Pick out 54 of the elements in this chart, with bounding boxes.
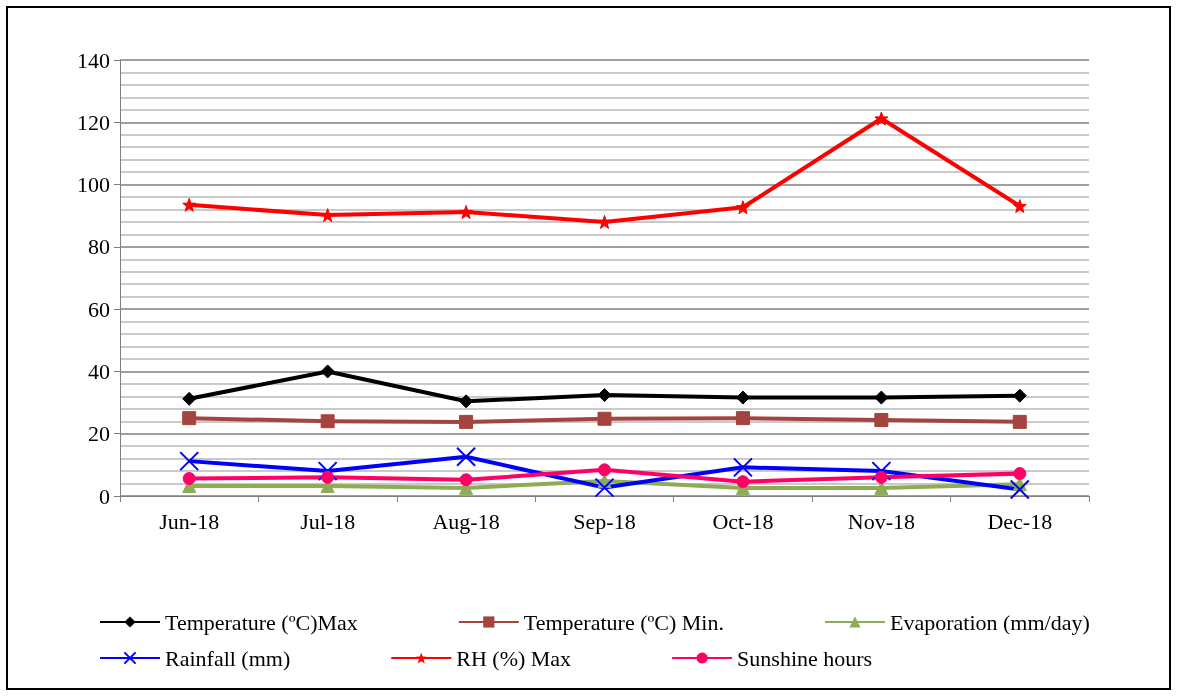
point	[321, 470, 335, 484]
point	[732, 457, 753, 478]
point	[597, 388, 612, 403]
point	[597, 411, 612, 426]
point	[735, 411, 750, 426]
point	[874, 470, 888, 484]
y-tick-label: 0	[99, 483, 110, 509]
point	[735, 390, 750, 405]
legend-label: Sunshine hours	[737, 645, 873, 671]
point	[182, 391, 197, 406]
point	[1012, 414, 1027, 429]
point	[320, 364, 335, 379]
legend-label: Rainfall (mm)	[165, 645, 291, 671]
point	[1013, 467, 1027, 481]
y-tick-label: 80	[88, 234, 110, 260]
point	[459, 473, 473, 487]
point	[594, 477, 615, 498]
point	[874, 111, 889, 126]
y-tick-label: 20	[88, 421, 110, 447]
legend-label: RH (%) Max	[456, 645, 572, 671]
point	[456, 446, 477, 467]
y-tick-label: 100	[77, 172, 110, 198]
y-tick-label: 140	[77, 47, 110, 73]
x-tick-label: Dec-18	[987, 508, 1053, 534]
y-tick-label: 40	[88, 358, 110, 384]
legend-label: Temperature (ºC) Min.	[523, 609, 724, 635]
point	[871, 461, 892, 482]
point	[1012, 199, 1027, 214]
point	[182, 472, 196, 486]
point	[182, 197, 197, 212]
x-tick-label: Oct-18	[712, 508, 774, 534]
legend-label: Evaporation (mm/day)	[889, 609, 1090, 635]
point	[1012, 388, 1027, 403]
point	[320, 414, 335, 429]
point	[179, 451, 200, 472]
point	[317, 461, 338, 482]
y-tick-label: 60	[88, 296, 110, 322]
point	[182, 411, 197, 426]
point	[874, 413, 889, 428]
point	[874, 390, 889, 405]
x-tick-label: Jun-18	[159, 508, 220, 534]
x-tick-label: Aug-18	[432, 508, 500, 534]
point	[598, 463, 611, 477]
point	[736, 475, 750, 489]
point	[735, 200, 750, 215]
x-tick-label: Sep-18	[573, 508, 636, 534]
point	[459, 204, 474, 219]
x-tick-label: Nov-18	[847, 508, 915, 534]
point	[1009, 479, 1030, 500]
point	[459, 414, 474, 429]
legend-label: Temperature (ºC)Max	[165, 609, 358, 635]
point	[597, 214, 612, 229]
x-tick-label: Jul-18	[300, 508, 356, 534]
y-tick-label: 120	[77, 109, 110, 135]
